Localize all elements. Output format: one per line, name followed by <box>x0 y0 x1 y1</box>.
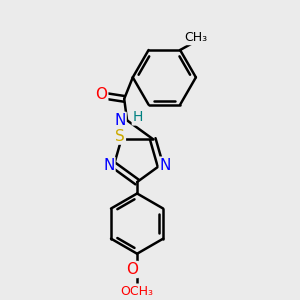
Text: N: N <box>114 113 126 128</box>
Text: S: S <box>115 129 125 144</box>
Text: O: O <box>95 87 107 102</box>
Text: N: N <box>160 158 171 173</box>
Text: O: O <box>126 262 138 277</box>
Text: CH₃: CH₃ <box>184 31 207 44</box>
Text: OCH₃: OCH₃ <box>121 284 154 298</box>
Text: H: H <box>133 110 143 124</box>
Text: N: N <box>103 158 114 173</box>
